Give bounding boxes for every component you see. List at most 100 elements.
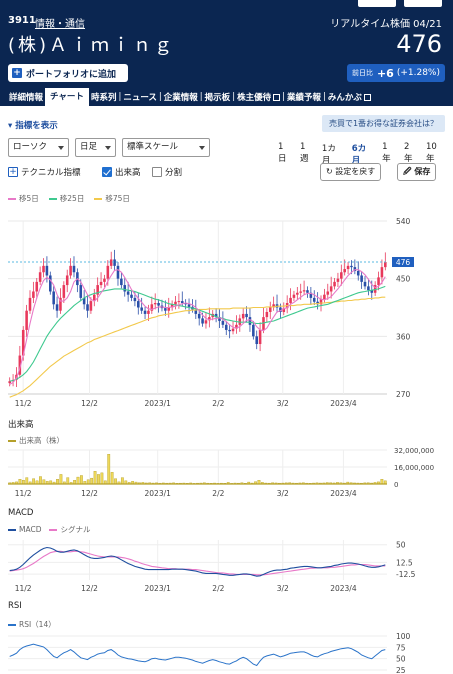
legend-rsi: RSI（14）	[19, 620, 56, 629]
rsi-chart[interactable]: 100 75 50 25	[0, 630, 453, 674]
change-percent: (+1.28%)	[396, 68, 440, 78]
save-button[interactable]: 🖉 保存	[397, 163, 437, 181]
period-10y[interactable]: 10年	[426, 142, 437, 164]
macd-chart[interactable]: 50 12.5 -12.5 11/2 12/2 2023/1 2/2 3/2 2023/4	[0, 536, 453, 594]
period-1m[interactable]: 1カ月	[321, 144, 336, 166]
y-tick-label: 12.5	[396, 558, 413, 567]
y-tick-label: 450	[396, 275, 411, 284]
refresh-icon: ↻	[326, 167, 333, 176]
legend-swatch	[8, 528, 16, 531]
candle-body	[309, 292, 313, 298]
period-1w[interactable]: 1週	[299, 142, 309, 164]
volume-chart[interactable]: 32,000,000 16,000,000 0 11/2 12/2 2023/1 2/2 3/…	[0, 444, 453, 500]
candle-body	[312, 297, 316, 302]
technical-indicator-toggle[interactable]: + テクニカル指標	[8, 166, 81, 178]
candle-body	[126, 291, 130, 295]
x-tick-label: 11/2	[15, 584, 32, 593]
stock-tabs: 詳細情報 チャート 時系列 | ニュース | 企業情報 | 掲示板 | 株主優待…	[0, 88, 453, 106]
candle-body	[350, 265, 353, 268]
candle-body	[343, 269, 346, 273]
legend-swatch	[8, 197, 16, 200]
ma25-line	[9, 285, 386, 382]
volume-bar	[80, 475, 83, 485]
volume-title: 出来高	[8, 420, 34, 430]
legend-ma75: 移75日	[105, 194, 130, 203]
interval-select[interactable]: 日足	[75, 138, 116, 157]
twitter-share-icon[interactable]	[404, 0, 442, 7]
tab-benefits[interactable]: 株主優待	[235, 91, 282, 103]
volume-bar	[76, 476, 80, 485]
current-price-tag	[392, 257, 414, 268]
period-1y[interactable]: 1年	[382, 142, 391, 164]
candle-body	[279, 307, 282, 312]
add-portfolio-button[interactable]: + ポートフォリオに追加	[8, 64, 128, 82]
candle-body	[214, 313, 218, 318]
current-price-label: 476	[396, 258, 411, 267]
candle-body	[79, 285, 83, 298]
period-1d[interactable]: 1日	[278, 142, 287, 164]
volume-bar	[18, 479, 22, 485]
candle-body	[21, 329, 25, 356]
candle-body	[252, 324, 255, 337]
y-tick-label: 270	[396, 390, 411, 399]
scale-select[interactable]: 標準スケール	[122, 138, 210, 157]
legend-swatch	[8, 623, 16, 626]
chart-type-select[interactable]: ローソク	[8, 138, 69, 157]
tab-timeseries[interactable]: 時系列	[90, 93, 117, 103]
candle-body	[113, 259, 116, 266]
volume-legend: 出来高（株）	[8, 435, 64, 446]
industry-link[interactable]: 情報・通信	[35, 19, 85, 30]
tab-forecast[interactable]: 業績予報	[286, 93, 321, 103]
tab-chart[interactable]: チャート	[45, 88, 89, 106]
x-tick-label: 3/2	[277, 584, 289, 593]
candle-body	[52, 291, 55, 305]
candle-body	[255, 336, 259, 345]
y-tick-label: -12.5	[396, 570, 416, 579]
chart-type-value: ローソク	[13, 142, 48, 152]
show-indicators-toggle[interactable]: ▾ 指標を表示	[8, 119, 58, 131]
candle-body	[326, 291, 330, 295]
x-tick-label: 11/2	[15, 489, 32, 498]
technical-label: テクニカル指標	[21, 168, 81, 178]
tab-minkabu[interactable]: みんかぶ	[326, 91, 373, 103]
ma75-line	[9, 296, 386, 398]
price-chart[interactable]: 540 450 360 270 11/2 12/2 2023/1 2/2 3/2 2023/4 47…	[0, 205, 453, 415]
tab-detail[interactable]: 詳細情報	[9, 93, 44, 103]
candle-body	[360, 275, 363, 282]
candle-body	[370, 290, 374, 293]
candle-body	[296, 292, 299, 295]
volume-bar	[56, 479, 59, 485]
candle-body	[93, 294, 96, 302]
period-2y[interactable]: 2年	[404, 142, 413, 164]
legend-ma5: 移5日	[19, 194, 39, 203]
facebook-share-icon[interactable]	[358, 0, 396, 7]
top-strip	[0, 0, 453, 7]
stock-code: 3911	[8, 15, 36, 26]
volume-bar	[42, 479, 46, 485]
promo-banner[interactable]: 売買で1番お得な証券会社は？	[322, 115, 445, 132]
candle-body	[35, 281, 39, 292]
candle-body	[197, 313, 201, 319]
y-tick-label: 32,000,000	[394, 447, 434, 455]
volume-bar	[25, 477, 29, 485]
rsi-title: RSI	[8, 601, 22, 611]
volume-bar	[39, 476, 42, 485]
tab-news[interactable]: ニュース	[123, 93, 157, 103]
candle-body	[49, 275, 52, 292]
reset-settings-button[interactable]: ↻ 設定を戻す	[320, 163, 382, 181]
legend-swatch	[48, 197, 57, 200]
candle-body	[96, 285, 99, 295]
volume-checkbox[interactable]: 出来高	[102, 166, 141, 178]
x-tick-label: 2023/1	[145, 399, 172, 408]
tab-company[interactable]: 企業情報	[163, 93, 198, 103]
split-checkbox[interactable]: 分割	[152, 166, 182, 178]
candle-body	[235, 324, 238, 329]
tab-board[interactable]: 掲示板	[204, 93, 231, 103]
candle-body	[109, 259, 113, 266]
ma-legend: 移5日 移25日 移75日	[8, 193, 130, 204]
volume-label: 出来高	[115, 168, 141, 178]
candle-body	[316, 301, 319, 305]
dropdown-arrow-icon	[58, 146, 64, 150]
legend-macd: MACD	[19, 525, 42, 534]
candle-body	[384, 262, 387, 268]
